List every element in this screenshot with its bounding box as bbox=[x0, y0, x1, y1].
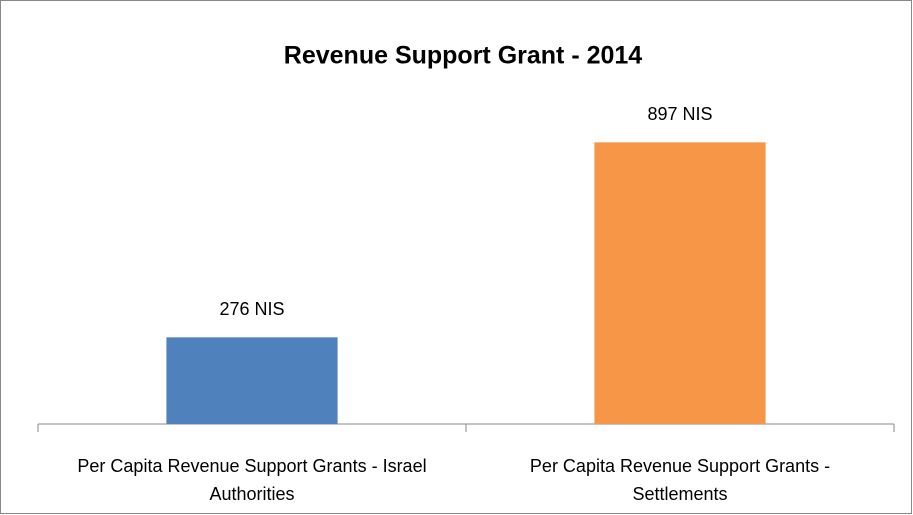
bar bbox=[166, 337, 338, 424]
x-tick-label: Per Capita Revenue Support Grants - Isra… bbox=[77, 456, 427, 504]
bar bbox=[594, 142, 766, 425]
x-tick-label: Per Capita Revenue Support Grants - Sett… bbox=[529, 456, 831, 504]
data-label: 897 NIS bbox=[647, 104, 712, 124]
chart-title: Revenue Support Grant - 2014 bbox=[284, 42, 643, 70]
data-label: 276 NIS bbox=[219, 299, 284, 319]
